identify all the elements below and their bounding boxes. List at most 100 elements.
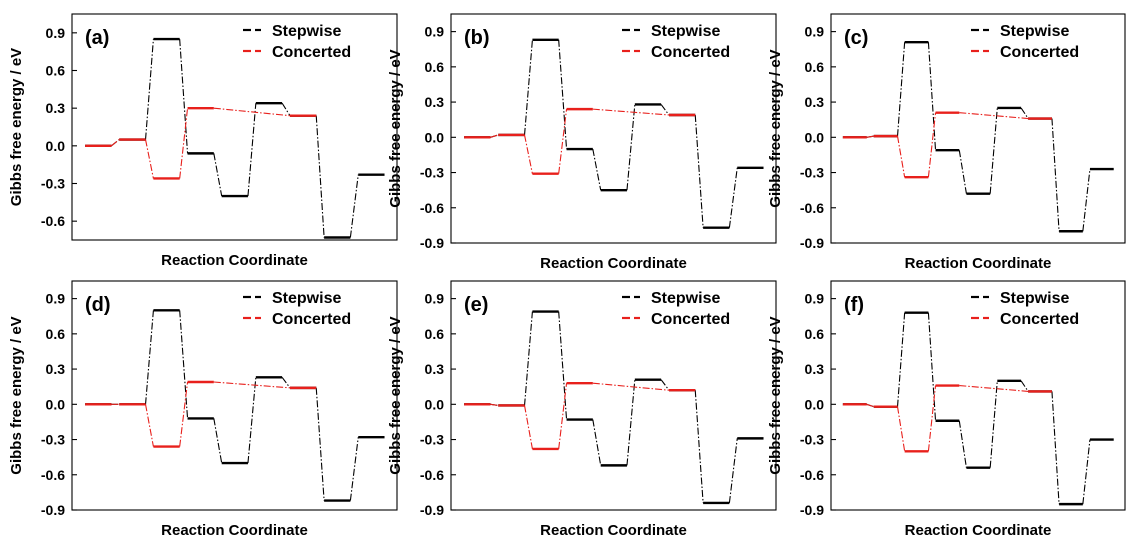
- y-tick-label: 0.9: [46, 25, 66, 41]
- connector-concerted: [523, 134, 533, 174]
- connector-stepwise: [958, 150, 967, 194]
- panel-label: (b): [464, 27, 490, 49]
- y-axis-label: Gibbs free energy / eV: [8, 48, 25, 206]
- series-concerted: [842, 384, 1052, 453]
- connector-stepwise: [1020, 107, 1029, 119]
- legend: Stepwise Concerted: [243, 290, 351, 328]
- series-stepwise: [842, 311, 1114, 506]
- y-tick-label: 0.0: [46, 396, 66, 412]
- y-tick-label: -0.3: [800, 432, 824, 448]
- y-tick-label: -0.6: [420, 467, 444, 483]
- x-axis-label: Reaction Coordinate: [905, 522, 1052, 537]
- chart-panel-e: -0.9 -0.6 -0.3 0.0 0.3 0.6 0.9 Gibbs free energ…: [387, 280, 777, 537]
- y-tick-label: -0.6: [800, 200, 824, 216]
- connector-concerted: [179, 108, 189, 179]
- legend-label-concerted: Concerted: [651, 311, 730, 328]
- y-tick-label: 0.0: [805, 129, 825, 145]
- connector-stepwise: [1020, 380, 1029, 392]
- y-tick-label: 0.3: [425, 94, 445, 110]
- y-tick-label: 0.0: [46, 138, 66, 154]
- connector-stepwise: [728, 167, 738, 228]
- connector-concerted: [959, 112, 1029, 120]
- connector-concerted: [927, 385, 937, 452]
- x-axis-label: Reaction Coordinate: [540, 522, 687, 537]
- y-axis-label: Gibbs free energy / eV: [387, 316, 404, 474]
- connector-stepwise: [144, 39, 154, 140]
- connector-stepwise: [1082, 168, 1091, 232]
- connector-stepwise: [179, 39, 189, 154]
- connector-concerted: [490, 403, 499, 407]
- connector-stepwise: [1051, 118, 1060, 232]
- legend-label-stepwise: Stepwise: [1000, 290, 1069, 307]
- legend-label-concerted: Concerted: [1000, 44, 1079, 61]
- y-tick-label: 0.3: [46, 100, 66, 116]
- connector-stepwise: [989, 380, 998, 468]
- connector-stepwise: [626, 104, 636, 191]
- legend: Stepwise Concerted: [243, 23, 351, 61]
- legend-label-concerted: Concerted: [651, 44, 730, 61]
- y-tick-label: 0.3: [805, 94, 825, 110]
- y-tick-label: 0.6: [425, 326, 445, 342]
- y-axis-label: Gibbs free energy / eV: [767, 49, 784, 207]
- connector-stepwise: [349, 174, 359, 238]
- legend-label-stepwise: Stepwise: [1000, 23, 1069, 40]
- y-tick-label: -0.6: [41, 213, 65, 229]
- y-tick-label: -0.3: [420, 165, 444, 181]
- connector-concerted: [558, 109, 568, 174]
- connector-stepwise: [247, 103, 257, 197]
- legend: Stepwise Concerted: [622, 23, 730, 61]
- y-axis-label: Gibbs free energy / eV: [767, 316, 784, 474]
- chart-panel-c: -0.9 -0.6 -0.3 0.0 0.3 0.6 0.9 Gibbs free energ…: [767, 13, 1126, 272]
- y-tick-label: -0.9: [41, 502, 65, 518]
- panel-label: (e): [464, 294, 488, 316]
- connector-stepwise: [592, 419, 602, 466]
- y-tick-label: 0.6: [46, 326, 66, 342]
- connector-stepwise: [728, 438, 738, 504]
- connector-concerted: [144, 139, 154, 179]
- y-tick-label: 0.3: [46, 361, 66, 377]
- connector-concerted: [592, 382, 670, 391]
- connector-concerted: [179, 381, 189, 447]
- y-tick-label: 0.9: [425, 24, 445, 40]
- legend: Stepwise Concerted: [971, 23, 1079, 61]
- plot-frame: [830, 13, 1126, 244]
- connector-concerted: [959, 384, 1029, 392]
- connector-stepwise: [315, 387, 325, 501]
- x-axis-label: Reaction Coordinate: [161, 522, 308, 537]
- plot-frame: [71, 13, 398, 241]
- series-stepwise: [85, 37, 385, 239]
- connector-concerted: [523, 405, 533, 450]
- connector-stepwise: [958, 420, 967, 468]
- connector-stepwise: [989, 107, 998, 194]
- series-concerted: [85, 106, 317, 180]
- connector-concerted: [896, 136, 906, 178]
- connector-stepwise: [179, 310, 189, 419]
- connector-stepwise: [213, 418, 223, 464]
- plot-frame: [830, 280, 1126, 511]
- y-tick-label: 0.9: [425, 291, 445, 307]
- connector-stepwise: [927, 312, 937, 421]
- panel-label: (f): [844, 294, 864, 316]
- connector-stepwise: [927, 42, 937, 151]
- plot-frame: [71, 280, 398, 511]
- connector-concerted: [144, 404, 154, 447]
- series-concerted: [464, 381, 696, 451]
- y-tick-label: 0.9: [805, 291, 825, 307]
- legend-label-concerted: Concerted: [272, 311, 351, 328]
- connector-concerted: [866, 403, 874, 408]
- y-tick-label: -0.9: [420, 502, 444, 518]
- y-tick-label: -0.6: [420, 200, 444, 216]
- connector-concerted: [927, 112, 937, 178]
- series-concerted: [85, 380, 317, 448]
- connector-stepwise: [281, 376, 291, 389]
- y-tick-label: 0.6: [805, 59, 825, 75]
- y-tick-label: 0.9: [805, 24, 825, 40]
- connector-stepwise: [281, 102, 291, 116]
- connector-stepwise: [896, 312, 906, 407]
- y-tick-label: 0.9: [46, 291, 66, 307]
- panel-label: (a): [85, 27, 109, 49]
- y-tick-label: -0.9: [800, 502, 824, 518]
- connector-concerted: [896, 406, 906, 452]
- y-tick-label: 0.3: [805, 361, 825, 377]
